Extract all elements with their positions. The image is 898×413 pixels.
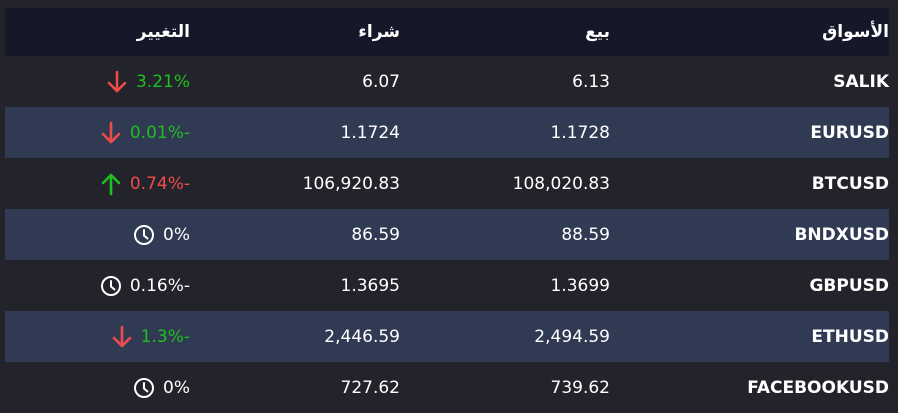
buy-value: 86.59 (351, 224, 400, 245)
table-row[interactable]: 0% 86.59 88.59 BNDXUSD (5, 209, 889, 260)
clock-icon (133, 224, 155, 246)
markets-table: التغيير شراء بيع الأسواق 3.21% 6.07 6.13… (5, 8, 889, 413)
change-value: 1.3%- (140, 326, 190, 347)
arrow-down-icon (111, 325, 133, 348)
change-cell: 0% (5, 377, 190, 399)
sell-value: 1.3699 (550, 275, 610, 296)
table-row[interactable]: 0.01%- 1.1724 1.1728 EURUSD (5, 107, 889, 158)
market-name[interactable]: GBPUSD (809, 275, 889, 296)
change-value: 0% (163, 224, 190, 245)
buy-value: 6.07 (362, 71, 400, 92)
sell-value: 6.13 (572, 71, 610, 92)
market-name[interactable]: BNDXUSD (794, 224, 889, 245)
table-row[interactable]: 3.21% 6.07 6.13 SALIK (5, 56, 889, 107)
table-row[interactable]: 0.16%- 1.3695 1.3699 GBPUSD (5, 260, 889, 311)
table-row[interactable]: 0.74%- 106,920.83 108,020.83 BTCUSD (5, 158, 889, 209)
market-name[interactable]: FACEBOOKUSD (747, 377, 889, 398)
header-buy: شراء (358, 22, 400, 42)
arrow-up-icon (100, 173, 122, 195)
change-value: 0.01%- (129, 122, 190, 143)
table-row[interactable]: 0% 727.62 739.62 FACEBOOKUSD (5, 362, 889, 413)
clock-icon (100, 275, 122, 297)
change-value: 0.74%- (129, 173, 190, 194)
sell-value: 1.1728 (550, 122, 610, 143)
sell-value: 2,494.59 (534, 326, 610, 347)
buy-value: 1.1724 (340, 122, 400, 143)
change-cell: 0.74%- (5, 173, 190, 195)
header-change: التغيير (136, 22, 190, 42)
arrow-down-icon (106, 70, 128, 93)
change-cell: 0.01%- (5, 121, 190, 144)
change-cell: 0.16%- (5, 275, 190, 297)
market-name[interactable]: BTCUSD (811, 173, 889, 194)
table-row[interactable]: 1.3%- 2,446.59 2,494.59 ETHUSD (5, 311, 889, 362)
change-value: 0.16%- (129, 275, 190, 296)
change-value: 3.21% (135, 71, 190, 92)
arrow-down-icon (100, 121, 122, 144)
header-markets: الأسواق (822, 22, 889, 42)
change-cell: 3.21% (5, 70, 190, 93)
market-name[interactable]: EURUSD (810, 122, 889, 143)
sell-value: 88.59 (561, 224, 610, 245)
change-cell: 0% (5, 224, 190, 246)
change-cell: 1.3%- (5, 325, 190, 348)
market-name[interactable]: ETHUSD (811, 326, 889, 347)
change-value: 0% (163, 377, 190, 398)
buy-value: 1.3695 (340, 275, 400, 296)
header-sell: بيع (585, 22, 610, 42)
sell-value: 108,020.83 (512, 173, 610, 194)
sell-value: 739.62 (550, 377, 610, 398)
market-name[interactable]: SALIK (833, 71, 889, 92)
buy-value: 106,920.83 (302, 173, 400, 194)
buy-value: 727.62 (340, 377, 400, 398)
table-header: التغيير شراء بيع الأسواق (5, 8, 889, 56)
buy-value: 2,446.59 (324, 326, 400, 347)
clock-icon (133, 377, 155, 399)
